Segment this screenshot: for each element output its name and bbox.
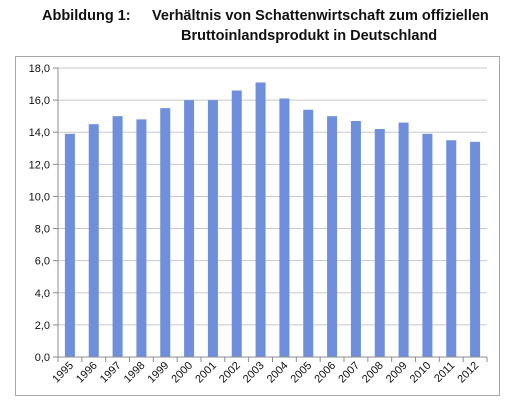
x-tick-label: 2005 [289,360,315,386]
figure-title: Abbildung 1: Verhältnis von Schattenwirt… [0,0,512,54]
bar-2012 [470,141,481,357]
figure-number: Abbildung 1: [42,8,131,24]
x-tick-label: 2010 [408,360,434,386]
title-line-2: Bruttoinlandsprodukt in Deutschland [181,28,438,44]
x-tick-label: 1995 [50,360,76,386]
chart-frame [15,56,500,396]
bar-2003 [255,82,266,357]
y-tick-label: 12,0 [29,159,50,171]
bar-2000 [184,100,195,357]
x-tick-label: 1998 [122,360,148,386]
y-tick-label: 10,0 [29,191,50,203]
x-tick-label: 2012 [455,360,481,386]
x-tick-label: 1999 [146,360,172,386]
y-tick-label: 14,0 [29,127,50,139]
bar-2005 [303,109,314,357]
y-tick-label: 0,0 [35,352,50,364]
bar-1997 [112,116,123,358]
y-axis-ticks: 0,0 2,0 4,0 6,0 8,0 10,0 12,0 14,0 16,0 18,0 [29,63,50,364]
y-tick-label: 8,0 [35,224,50,236]
y-tick-label: 16,0 [29,95,50,107]
x-tick-label: 2001 [193,360,219,386]
bar-2010 [422,133,433,357]
bar-1998 [136,119,147,357]
x-tick-label: 1996 [74,360,100,386]
y-tick-label: 18,0 [29,63,50,75]
bar-2002 [231,90,242,357]
x-tick-label: 2004 [265,360,291,386]
x-axis-ticks: 1995199619971998199920002001200220032004… [50,357,488,386]
x-tick-label: 2000 [169,360,195,386]
x-tick-label: 2002 [217,360,243,386]
bar-1996 [88,124,99,357]
bar-2009 [398,122,409,357]
bar-2004 [279,98,290,357]
bar-1999 [160,108,171,357]
x-tick-label: 2011 [432,360,457,385]
bar-1995 [64,133,75,357]
bar-2011 [446,140,457,357]
y-tick-label: 4,0 [35,288,50,300]
title-line-1: Verhältnis von Schattenwirtschaft zum of… [152,8,489,24]
gridlines [53,67,487,358]
x-tick-label: 2009 [384,360,410,386]
bar-2006 [327,116,338,358]
bar-2007 [350,120,361,357]
y-tick-label: 2,0 [35,320,50,332]
x-tick-label: 2003 [241,360,267,386]
x-tick-label: 2007 [336,360,362,386]
bars [64,82,481,358]
bar-2001 [207,100,218,357]
x-tick-label: 1997 [98,360,124,386]
bar-2008 [374,129,385,357]
x-tick-label: 2008 [360,360,386,386]
x-tick-label: 2006 [312,360,338,386]
y-tick-label: 6,0 [35,256,50,268]
